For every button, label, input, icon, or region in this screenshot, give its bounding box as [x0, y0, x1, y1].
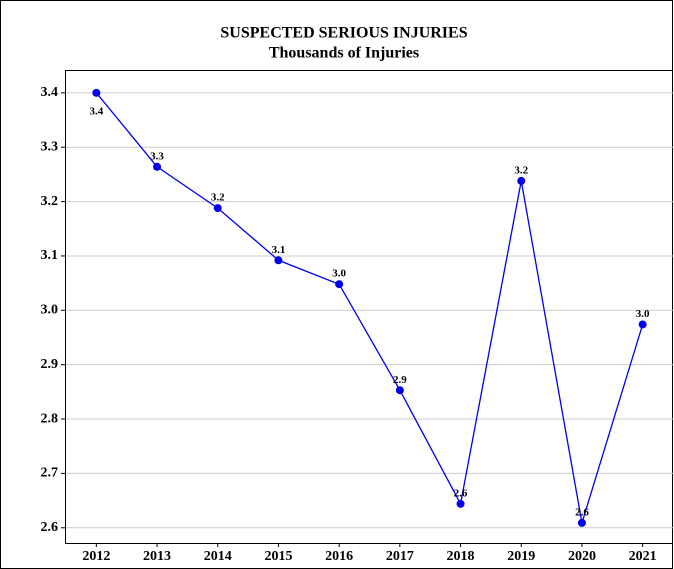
y-tick-label: 2.7	[41, 466, 59, 481]
y-tick-label: 3.4	[41, 85, 59, 100]
chart-subtitle: Thousands of Injuries	[269, 45, 419, 62]
data-label: 3.3	[150, 150, 164, 162]
x-tick-label: 2013	[143, 549, 171, 564]
data-label: 2.6	[575, 506, 589, 518]
data-label: 3.0	[332, 268, 346, 280]
data-label: 2.6	[454, 487, 468, 499]
data-point	[456, 499, 465, 508]
data-line	[95, 92, 644, 524]
x-tick-label: 2019	[507, 549, 535, 564]
chart-title: SUSPECTED SERIOUS INJURIES	[220, 25, 467, 42]
y-tick-label: 2.8	[41, 411, 59, 426]
data-point	[92, 88, 101, 97]
data-point	[638, 320, 647, 329]
x-tick-label: 2021	[629, 549, 657, 564]
data-label: 3.2	[211, 192, 225, 204]
data-point	[274, 256, 283, 265]
data-label: 2.9	[393, 374, 407, 386]
x-tick-label: 2017	[386, 549, 414, 564]
x-tick-label: 2020	[568, 549, 596, 564]
plot-area	[65, 70, 673, 544]
y-tick-label: 3.0	[41, 303, 59, 318]
data-point	[153, 162, 162, 171]
data-label: 3.4	[89, 105, 103, 117]
data-point	[517, 176, 526, 185]
data-label: 3.0	[636, 308, 650, 320]
y-tick-label: 3.2	[41, 194, 59, 209]
y-tick-label: 2.9	[41, 357, 59, 372]
data-label: 3.2	[514, 164, 528, 176]
x-tick-label: 2012	[82, 549, 110, 564]
x-tick-label: 2014	[204, 549, 232, 564]
x-tick-label: 2016	[325, 549, 353, 564]
data-point	[213, 204, 222, 213]
y-tick-label: 3.3	[41, 139, 59, 154]
y-tick-label: 2.6	[41, 520, 59, 535]
data-point	[335, 280, 344, 289]
data-point	[577, 518, 586, 527]
data-label: 3.1	[272, 244, 286, 256]
data-point	[395, 386, 404, 395]
y-tick-label: 3.1	[41, 248, 59, 263]
x-tick-label: 2015	[264, 549, 292, 564]
x-tick-label: 2018	[447, 549, 475, 564]
